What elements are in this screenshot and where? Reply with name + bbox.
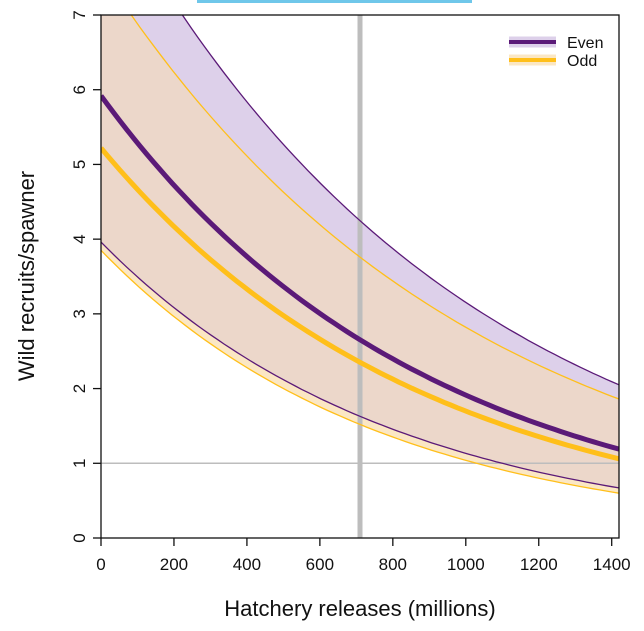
x-tick-label: 1400 [593, 555, 631, 574]
odd-legend-label: Odd [567, 53, 597, 70]
sky-strip [197, 0, 472, 3]
x-tick-label: 1200 [520, 555, 558, 574]
plot-frame [100, 14, 620, 539]
even-legend-label: Even [567, 35, 603, 52]
y-axis-title: Wild recruits/spawner [14, 171, 39, 381]
x-tick-label: 1000 [447, 555, 485, 574]
x-tick-label: 200 [160, 555, 188, 574]
x-tick-label: 400 [233, 555, 261, 574]
even-lower-line [101, 241, 619, 489]
x-tick-label: 600 [306, 555, 334, 574]
y-tick-label: 7 [70, 10, 89, 19]
y-tick-label: 2 [70, 384, 89, 393]
even-median-line [101, 94, 619, 452]
y-tick-label: 6 [70, 85, 89, 94]
odd-upper-line [130, 15, 619, 400]
odd-median-line [101, 146, 619, 462]
axes: 0 200 400 600 800 1000 1200 1400 0 1 2 3 4 5 6 7 [70, 10, 631, 574]
y-tick-label: 5 [70, 160, 89, 169]
y-tick-label: 4 [70, 234, 89, 243]
even-upper-line [181, 15, 619, 386]
y-tick-label: 3 [70, 309, 89, 318]
y-tick-label: 1 [70, 459, 89, 468]
x-tick-label: 0 [96, 555, 105, 574]
plot-area [101, 15, 619, 538]
y-tick-label: 0 [70, 533, 89, 542]
x-tick-label: 800 [379, 555, 407, 574]
x-axis-title: Hatchery releases (millions) [224, 596, 495, 621]
odd-lower-line [101, 249, 619, 494]
